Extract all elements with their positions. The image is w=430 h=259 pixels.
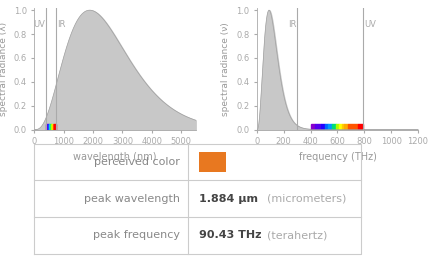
Bar [314,124,321,130]
Text: peak wavelength: peak wavelength [84,194,180,204]
Y-axis label: spectral radiance (ν): spectral radiance (ν) [221,22,230,116]
Bar [332,124,335,130]
Bar [341,124,344,130]
Bar [52,124,53,130]
Bar [49,124,50,130]
Bar [321,124,325,130]
Text: perceived color: perceived color [94,157,180,167]
Text: IR: IR [287,20,295,29]
Bar [344,124,347,130]
Bar [327,124,332,130]
Bar [199,152,226,172]
Bar [53,124,54,130]
Text: IR: IR [57,20,65,29]
Text: 1.884 µm: 1.884 µm [199,194,258,204]
Bar [310,124,314,130]
Y-axis label: spectral radiance (λ): spectral radiance (λ) [0,22,8,116]
Bar [325,124,327,130]
Text: (terahertz): (terahertz) [266,231,326,240]
Text: UV: UV [363,20,375,29]
Bar [338,124,341,130]
Bar [357,124,362,130]
Text: peak frequency: peak frequency [93,231,180,240]
Text: 90.43 THz: 90.43 THz [199,231,261,240]
Bar [347,124,357,130]
X-axis label: frequency (THz): frequency (THz) [298,152,375,162]
Bar [50,124,52,130]
Text: (micrometers): (micrometers) [266,194,345,204]
Bar [335,124,338,130]
Bar [47,124,49,130]
Bar [54,124,56,130]
X-axis label: wavelength (nm): wavelength (nm) [73,152,157,162]
Bar [46,124,47,130]
Text: UV: UV [34,20,45,29]
